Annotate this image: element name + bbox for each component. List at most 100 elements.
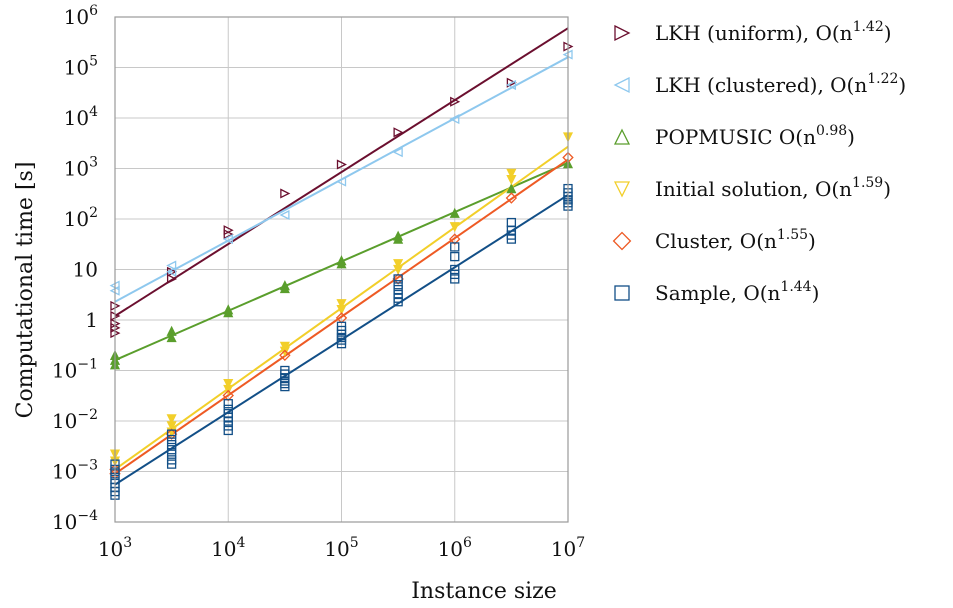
- data-point: [393, 127, 404, 138]
- legend: LKH (uniform), O(n1.42) LKH (clustered), …: [612, 19, 906, 305]
- x-tick-label: 105: [324, 535, 358, 561]
- data-point: [336, 305, 347, 316]
- data-point: [506, 175, 517, 186]
- data-point: [506, 217, 517, 228]
- data-point: [166, 273, 178, 284]
- legend-marker: [614, 285, 630, 301]
- legend-item-popmusic: POPMUSIC O(n0.98): [613, 123, 855, 149]
- data-point: [336, 299, 347, 310]
- legend-item-sample: Sample, O(n1.44): [614, 279, 819, 305]
- data-point: [506, 225, 517, 235]
- data-points: [109, 41, 574, 500]
- x-tick-label: 104: [211, 535, 245, 561]
- y-tick-label: 10−4: [52, 508, 98, 534]
- plot-frame: [114, 16, 569, 523]
- series-popmusic: [109, 158, 574, 370]
- series-initial-solution: [109, 132, 574, 467]
- data-point: [166, 429, 177, 439]
- data-point: [393, 274, 403, 284]
- data-point: [505, 79, 517, 91]
- fit-line-lkh-uniform: [114, 27, 569, 317]
- y-tick-label: 10−3: [52, 458, 98, 484]
- series-sample: [110, 183, 573, 500]
- legend-label: POPMUSIC O(n0.98): [655, 123, 855, 149]
- data-point: [165, 428, 178, 440]
- y-tick-label: 10: [73, 258, 98, 282]
- data-point: [166, 332, 177, 343]
- y-tick-label: 10−2: [52, 407, 98, 433]
- data-point: [506, 168, 517, 179]
- data-point: [505, 192, 518, 204]
- data-point: [393, 259, 404, 270]
- legend-item-initial-solution: Initial solution, O(n1.59): [613, 175, 891, 201]
- legend-item-lkh-uniform: LKH (uniform), O(n1.42): [614, 19, 892, 45]
- data-point: [393, 280, 403, 290]
- y-tick-label: 105: [64, 54, 98, 80]
- data-point: [449, 233, 461, 245]
- data-point: [280, 378, 290, 389]
- data-point: [166, 449, 177, 459]
- data-point: [280, 381, 290, 392]
- data-point: [166, 414, 177, 425]
- y-axis-title: Computational time [s]: [13, 162, 38, 419]
- data-point: [506, 234, 517, 244]
- legend-label: Cluster, O(n1.55): [655, 227, 816, 253]
- data-point: [393, 233, 404, 244]
- legend-marker: [614, 24, 631, 42]
- data-point: [336, 176, 347, 187]
- data-point: [450, 264, 460, 275]
- data-point: [336, 339, 347, 349]
- data-point: [280, 188, 291, 199]
- y-tick-label: 10−1: [52, 357, 98, 383]
- data-point: [506, 77, 517, 88]
- data-point: [222, 234, 233, 245]
- data-point: [166, 421, 177, 432]
- legend-label: LKH (clustered), O(n1.22): [655, 71, 906, 97]
- fit-line-cluster: [114, 158, 569, 475]
- data-point: [166, 440, 177, 450]
- data-point: [223, 378, 234, 390]
- data-point: [166, 260, 177, 271]
- tick-labels: 103 104 105 106 107 10−4 10−3 10−2 10−1 1 10 102 103…: [52, 3, 585, 561]
- x-tick-label: 106: [438, 535, 472, 561]
- y-tick-label: 106: [64, 3, 98, 29]
- data-point: [223, 229, 234, 240]
- legend-item-lkh-clustered: LKH (clustered), O(n1.22): [613, 71, 906, 97]
- data-point: [223, 384, 234, 395]
- data-point: [392, 147, 403, 158]
- data-point: [393, 297, 403, 307]
- data-point: [223, 425, 233, 436]
- x-tick-label: 107: [551, 535, 585, 561]
- y-tick-label: 104: [64, 104, 98, 130]
- legend-marker: [613, 181, 631, 198]
- legend-marker: [613, 128, 631, 145]
- data-point: [166, 434, 177, 445]
- data-point: [449, 222, 460, 233]
- data-point: [223, 307, 234, 318]
- legend-label: Initial solution, O(n1.59): [655, 175, 891, 201]
- data-point: [450, 274, 460, 284]
- data-point: [223, 399, 233, 409]
- legend-label: Sample, O(n1.44): [655, 279, 819, 305]
- data-point: [393, 264, 404, 275]
- data-point: [450, 96, 461, 107]
- legend-marker: [612, 231, 632, 251]
- y-tick-label: 102: [64, 205, 98, 231]
- data-point: [449, 114, 460, 125]
- legend-marker: [613, 76, 630, 94]
- data-point: [279, 349, 291, 362]
- data-point: [279, 209, 290, 221]
- y-tick-label: 1: [85, 308, 98, 332]
- data-point: [279, 341, 290, 352]
- x-tick-label: 103: [98, 535, 132, 561]
- data-point: [450, 242, 460, 252]
- data-point: [450, 251, 460, 262]
- legend-item-cluster: Cluster, O(n1.55): [612, 227, 816, 253]
- data-point: [449, 207, 460, 218]
- data-point: [336, 159, 347, 170]
- y-tick-label: 103: [64, 155, 98, 181]
- data-point: [166, 266, 177, 277]
- data-point: [336, 258, 347, 269]
